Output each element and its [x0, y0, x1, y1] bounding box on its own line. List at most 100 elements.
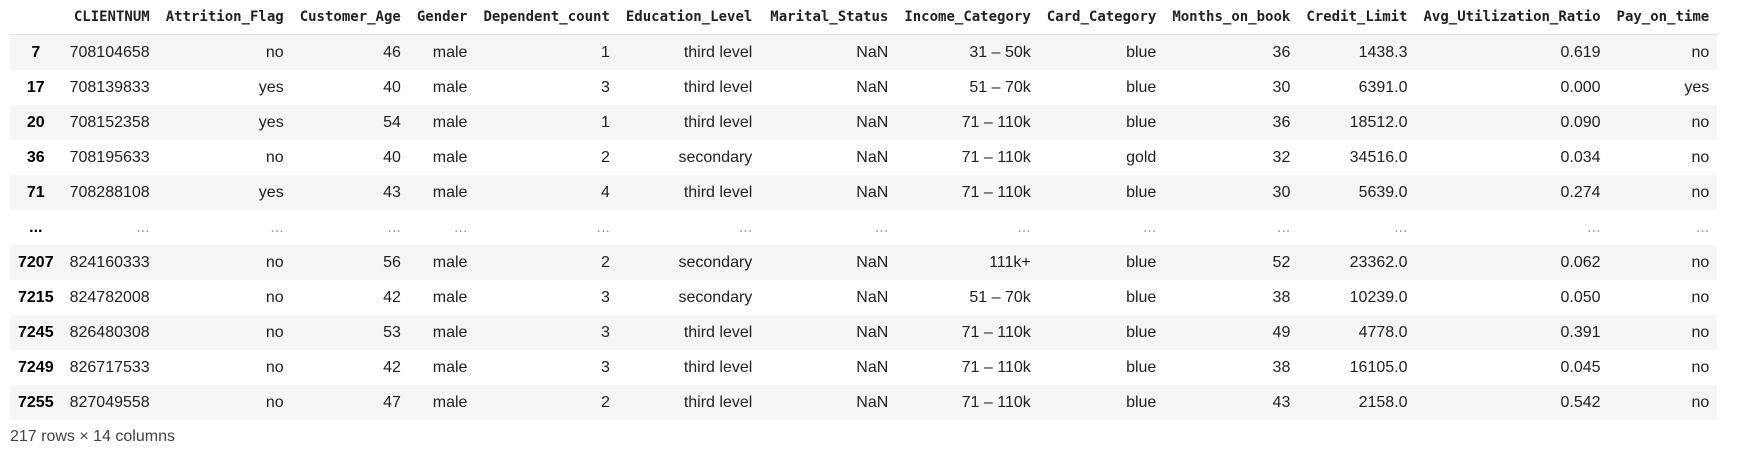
- table-cell: 708104658: [69, 43, 150, 61]
- table-cell: 34516.0: [1349, 148, 1408, 166]
- table-cell: NaN: [856, 43, 889, 61]
- table-cell: male: [432, 113, 468, 131]
- table-cell: gold: [1126, 148, 1157, 166]
- table-cell: 23362.0: [1349, 253, 1408, 271]
- column-header: Gender: [408, 0, 476, 35]
- table-cell: ...: [1142, 218, 1157, 236]
- row-index: 71: [26, 183, 45, 201]
- table-cell: 46: [383, 43, 401, 61]
- table-cell: 71 – 110k: [961, 183, 1031, 201]
- table-cell: 3: [600, 323, 610, 341]
- table-cell: no: [1691, 43, 1710, 61]
- table-cell: blue: [1126, 43, 1157, 61]
- table-cell: 32: [1272, 148, 1291, 166]
- table-cell: blue: [1126, 288, 1157, 306]
- table-cell: 42: [383, 288, 401, 306]
- table-cell: NaN: [856, 148, 889, 166]
- table-cell: third level: [683, 183, 753, 201]
- table-cell: yes: [258, 78, 284, 96]
- table-cell: third level: [683, 358, 753, 376]
- table-cell: 43: [1272, 393, 1291, 411]
- table-cell: no: [1691, 288, 1710, 306]
- table-cell: no: [1691, 113, 1710, 131]
- table-cell: ...: [270, 218, 284, 236]
- table-cell: no: [265, 358, 284, 376]
- table-cell: NaN: [856, 113, 889, 131]
- table-cell: 71 – 110k: [961, 323, 1031, 341]
- table-cell: male: [432, 288, 468, 306]
- table-cell: third level: [683, 78, 753, 96]
- table-cell: NaN: [856, 78, 889, 96]
- table-row: 7 708104658 no 46 male 1 third level NaN 31 – 50…: [10, 34, 1718, 70]
- table-cell: male: [432, 78, 468, 96]
- table-cell: 71 – 110k: [961, 393, 1031, 411]
- row-index: 36: [26, 148, 45, 166]
- table-cell: ...: [454, 218, 468, 236]
- table-cell: 824782008: [69, 288, 150, 306]
- table-cell: blue: [1126, 358, 1157, 376]
- table-cell: ...: [136, 218, 150, 236]
- column-header: Customer_Age: [291, 0, 409, 35]
- column-header: Months_on_book: [1164, 0, 1299, 35]
- table-cell: 827049558: [69, 393, 150, 411]
- table-row: 17 708139833 yes 40 male 3 third level NaN 51 – …: [10, 70, 1718, 105]
- table-cell: ...: [1017, 218, 1031, 236]
- column-header: Education_Level: [617, 0, 761, 35]
- table-cell: male: [432, 43, 468, 61]
- table-cell: no: [265, 288, 284, 306]
- table-cell: blue: [1126, 78, 1157, 96]
- table-cell: 708152358: [69, 113, 150, 131]
- table-cell: male: [432, 393, 468, 411]
- table-cell: 1438.3: [1358, 43, 1408, 61]
- row-index: 7249: [18, 358, 54, 376]
- table-cell: 826717533: [69, 358, 150, 376]
- table-cell: 71 – 110k: [961, 148, 1031, 166]
- dataframe-shape-label: 217 rows × 14 columns: [10, 428, 175, 445]
- table-cell: 38: [1272, 358, 1291, 376]
- row-index: 17: [26, 78, 45, 96]
- table-cell: 31 – 50k: [969, 43, 1031, 61]
- table-cell: 6391.0: [1358, 78, 1408, 96]
- table-row: 7249 826717533 no 42 male 3 third level NaN 71 –…: [10, 350, 1718, 385]
- table-cell: blue: [1126, 323, 1157, 341]
- table-row: 7215 824782008 no 42 male 3 secondary NaN 51 – 7…: [10, 280, 1718, 315]
- dataframe-output: CLIENTNUM Attrition_Flag Customer_Age Gende…: [10, 0, 1756, 464]
- table-cell: ...: [738, 218, 753, 236]
- table-cell: blue: [1126, 113, 1157, 131]
- table-cell: third level: [683, 393, 753, 411]
- table-cell: third level: [683, 113, 753, 131]
- row-index: 7255: [18, 393, 54, 411]
- table-cell: 3: [600, 358, 610, 376]
- column-header: Dependent_count: [475, 0, 618, 35]
- table-cell: ...: [1587, 218, 1601, 236]
- table-cell: 10239.0: [1349, 288, 1408, 306]
- column-header: Marital_Status: [760, 0, 897, 35]
- table-cell: 16105.0: [1349, 358, 1408, 376]
- table-cell: 49: [1272, 323, 1291, 341]
- table-cell: no: [265, 148, 284, 166]
- table-cell: 2: [600, 393, 610, 411]
- table-cell: 0.000: [1560, 78, 1601, 96]
- table-cell: 53: [383, 323, 401, 341]
- table-cell: 30: [1272, 78, 1291, 96]
- table-cell: 51 – 70k: [969, 78, 1031, 96]
- table-cell: yes: [258, 183, 284, 201]
- table-cell: 43: [383, 183, 401, 201]
- table-cell: 47: [383, 393, 401, 411]
- table-cell: 0.050: [1560, 288, 1601, 306]
- table-cell: third level: [683, 323, 753, 341]
- table-cell: 708288108: [69, 183, 150, 201]
- table-row: 71 708288108 yes 43 male 4 third level NaN 71 – …: [10, 175, 1718, 210]
- table-cell: 5639.0: [1358, 183, 1408, 201]
- row-index: 7207: [18, 253, 54, 271]
- table-cell: 3: [600, 78, 610, 96]
- column-header: Attrition_Flag: [157, 0, 292, 35]
- table-cell: 0.274: [1560, 183, 1601, 201]
- table-cell: 4778.0: [1358, 323, 1408, 341]
- table-cell: male: [432, 323, 468, 341]
- table-cell: 56: [383, 253, 401, 271]
- table-cell: 2: [600, 253, 610, 271]
- table-cell: 4: [600, 183, 610, 201]
- table-cell: yes: [258, 113, 284, 131]
- table-cell: 0.034: [1560, 148, 1601, 166]
